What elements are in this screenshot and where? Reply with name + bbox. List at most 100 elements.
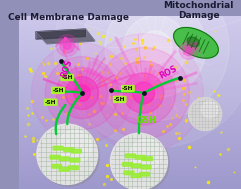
Point bbox=[166, 38, 170, 41]
Point bbox=[125, 136, 129, 139]
Point bbox=[57, 170, 61, 173]
Point bbox=[66, 32, 70, 35]
Point bbox=[109, 89, 113, 92]
Point bbox=[26, 122, 30, 125]
Circle shape bbox=[105, 0, 206, 98]
FancyBboxPatch shape bbox=[52, 164, 62, 168]
Polygon shape bbox=[174, 27, 218, 58]
Point bbox=[208, 117, 212, 120]
Circle shape bbox=[130, 139, 162, 170]
Point bbox=[101, 35, 105, 38]
Point bbox=[134, 48, 138, 51]
Text: ROS: ROS bbox=[60, 58, 74, 79]
Point bbox=[118, 72, 122, 75]
Point bbox=[182, 92, 186, 95]
Point bbox=[70, 28, 74, 31]
FancyBboxPatch shape bbox=[71, 149, 81, 153]
Point bbox=[66, 94, 70, 97]
Point bbox=[85, 57, 89, 60]
Point bbox=[124, 88, 128, 91]
Point bbox=[108, 83, 112, 86]
Ellipse shape bbox=[187, 37, 199, 47]
Point bbox=[74, 35, 78, 38]
Point bbox=[101, 79, 105, 82]
Circle shape bbox=[84, 34, 203, 153]
Point bbox=[142, 78, 146, 81]
Point bbox=[131, 41, 135, 44]
Point bbox=[184, 119, 188, 122]
Point bbox=[148, 70, 152, 73]
FancyBboxPatch shape bbox=[50, 155, 60, 159]
Point bbox=[83, 141, 87, 144]
Point bbox=[46, 139, 50, 142]
Point bbox=[27, 113, 30, 116]
Point bbox=[115, 151, 119, 154]
Point bbox=[108, 38, 112, 41]
Circle shape bbox=[31, 43, 133, 143]
Point bbox=[148, 60, 152, 63]
Circle shape bbox=[112, 135, 169, 189]
Point bbox=[148, 111, 152, 114]
Point bbox=[136, 57, 140, 60]
Point bbox=[95, 144, 99, 147]
Circle shape bbox=[74, 85, 90, 101]
Text: -SH: -SH bbox=[61, 75, 73, 80]
Point bbox=[102, 183, 106, 186]
Point bbox=[76, 145, 80, 148]
Point bbox=[59, 165, 62, 168]
Point bbox=[174, 131, 178, 134]
Point bbox=[74, 151, 78, 154]
FancyBboxPatch shape bbox=[70, 158, 80, 162]
FancyBboxPatch shape bbox=[59, 167, 69, 171]
Point bbox=[84, 171, 88, 174]
Point bbox=[177, 136, 181, 139]
Circle shape bbox=[189, 98, 222, 131]
Point bbox=[146, 90, 150, 93]
Point bbox=[200, 109, 204, 112]
Point bbox=[104, 143, 108, 146]
Point bbox=[59, 60, 63, 63]
Point bbox=[53, 89, 56, 92]
Point bbox=[56, 127, 60, 130]
Circle shape bbox=[139, 31, 172, 64]
Point bbox=[106, 78, 110, 81]
Circle shape bbox=[56, 35, 78, 57]
Circle shape bbox=[186, 47, 191, 53]
Point bbox=[184, 102, 188, 105]
Point bbox=[134, 58, 138, 61]
Point bbox=[159, 147, 163, 150]
Point bbox=[135, 60, 139, 63]
Point bbox=[152, 45, 156, 48]
Point bbox=[24, 135, 27, 138]
Point bbox=[44, 98, 48, 101]
Circle shape bbox=[123, 73, 164, 113]
Point bbox=[71, 89, 74, 92]
Point bbox=[232, 171, 236, 174]
Point bbox=[190, 53, 194, 56]
Point bbox=[119, 142, 123, 145]
Point bbox=[187, 91, 191, 94]
Point bbox=[120, 56, 123, 59]
Text: -SH: -SH bbox=[45, 100, 56, 105]
Point bbox=[29, 70, 33, 73]
Point bbox=[82, 97, 86, 100]
Point bbox=[67, 169, 70, 172]
Point bbox=[79, 152, 83, 155]
Point bbox=[105, 163, 109, 166]
FancyBboxPatch shape bbox=[135, 155, 145, 159]
Point bbox=[129, 95, 133, 98]
Point bbox=[108, 96, 112, 99]
Point bbox=[168, 122, 172, 125]
Point bbox=[93, 51, 97, 54]
Point bbox=[94, 154, 98, 157]
Point bbox=[68, 139, 72, 142]
Point bbox=[170, 117, 174, 120]
Point bbox=[143, 47, 147, 50]
Point bbox=[123, 61, 127, 64]
Point bbox=[31, 136, 34, 139]
Point bbox=[105, 113, 109, 116]
Point bbox=[152, 95, 156, 98]
Point bbox=[173, 66, 177, 69]
Point bbox=[101, 102, 105, 105]
Point bbox=[67, 99, 71, 102]
